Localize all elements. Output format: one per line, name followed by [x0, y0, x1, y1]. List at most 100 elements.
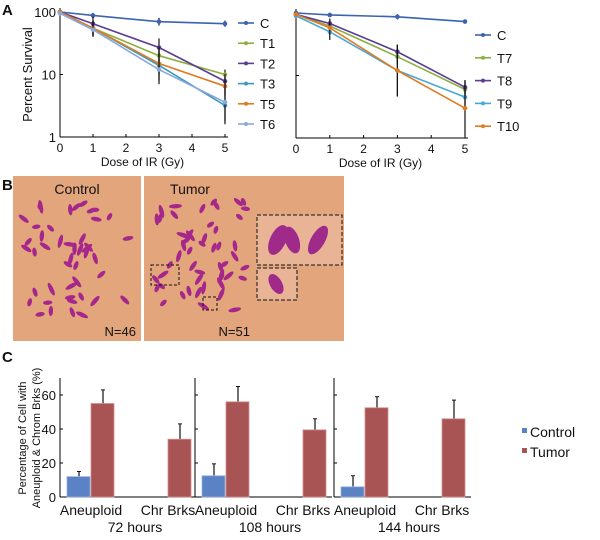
category-label: Chr Brks [415, 502, 469, 518]
chromosome [166, 261, 173, 269]
chromosome [154, 213, 160, 226]
chromosome [69, 307, 76, 318]
series-line-T2 [59, 11, 226, 82]
x-axis-label: Dose of IR (Gy) [339, 156, 422, 170]
chromosome [27, 298, 33, 307]
bar-control [340, 486, 365, 498]
data-point-C [327, 12, 333, 18]
bar-tumor [90, 403, 115, 498]
legend-swatch-tumor [522, 448, 527, 453]
data-point-T10 [462, 105, 468, 111]
legend-marker-T8 [481, 78, 485, 83]
chromosome [233, 198, 243, 207]
bar-tumor [441, 418, 466, 498]
chromosome [201, 281, 207, 295]
x-tick-label: 0 [293, 142, 300, 156]
legend-marker-T7 [481, 55, 485, 60]
legend-label-T6: T6 [260, 117, 275, 132]
series-line-T9 [295, 15, 466, 98]
chromosome [83, 245, 90, 259]
x-tick-label: 4 [189, 141, 196, 155]
chromosome [217, 277, 225, 290]
legend-label-control: Control [530, 424, 575, 440]
chromosome [120, 295, 130, 305]
chromosome [71, 203, 81, 211]
survival-chart-right: 0 1 2 3 4 5 Dose of IR (Gy) C T7 T8 T9 T10 [293, 9, 519, 170]
chromosome [189, 260, 197, 271]
data-point-C [395, 14, 400, 20]
chromosome [32, 247, 37, 257]
chromosome [63, 261, 73, 268]
chromosome [179, 290, 186, 300]
chromosome [43, 300, 53, 305]
chromosome [199, 203, 206, 214]
y-tick-label: 100 [34, 5, 56, 20]
series-line-T8 [295, 13, 466, 88]
series-line-T7 [295, 13, 466, 91]
series-line-C [59, 11, 226, 25]
chromosome [63, 242, 77, 247]
legend-label-T2: T2 [260, 56, 275, 71]
y-tick-label: 10 [42, 68, 56, 83]
group-label: 72 hours [108, 519, 162, 535]
chromosome [47, 282, 55, 296]
y-axis-label-line2: Aneuploid & Chrom Brks (%) [31, 368, 43, 509]
chromosome [197, 302, 209, 310]
bar-tumor [302, 429, 327, 498]
x-tick-label: 3 [156, 141, 163, 155]
chromosome [72, 276, 82, 288]
chromosome [39, 242, 51, 251]
chromosome [160, 299, 167, 307]
chromosome [47, 224, 55, 232]
chromosome [213, 201, 220, 210]
x-tick-label: 2 [123, 141, 130, 155]
chromosome [186, 246, 193, 255]
y-axis-label: Percentage of Cell with [17, 381, 29, 494]
tumor-chromosomes [152, 197, 251, 313]
x-tick-label: 5 [462, 142, 469, 156]
chromosome [206, 221, 215, 228]
legend-swatch-control [522, 428, 527, 433]
y-axis-label: Percent Survival [20, 27, 35, 122]
y-tick-label: 40 [42, 422, 56, 437]
y-tick-label: 0 [49, 490, 56, 505]
chromosome [78, 200, 88, 208]
bar-tumor [225, 401, 250, 498]
chromosome [180, 237, 191, 245]
legend-marker-T2 [244, 61, 248, 66]
chromosome [35, 312, 45, 317]
inset-marker-2 [202, 296, 218, 311]
chromosome [194, 273, 204, 285]
legend-label-T1: T1 [260, 36, 275, 51]
series-line-T5 [59, 11, 226, 87]
chromosome [97, 270, 106, 279]
chromosome [92, 252, 98, 265]
x-tick-label: 0 [57, 141, 64, 155]
aneuploidy-bar-chart: Percentage of Cell with Aneuploid & Chrom… [17, 368, 575, 535]
chromosome [57, 234, 64, 248]
chromosome [240, 264, 250, 271]
y-tick-label: 1 [49, 130, 56, 145]
chromosome [90, 216, 102, 222]
chromosome [211, 242, 217, 253]
legend-marker-C [481, 33, 485, 37]
legend-marker-T1 [244, 41, 248, 46]
chromosome [78, 292, 85, 301]
chromosome [21, 244, 32, 253]
chromosome [154, 284, 160, 293]
bar-control [201, 475, 226, 498]
chromosome [65, 282, 78, 290]
chromosome [76, 311, 89, 319]
chromosome [232, 240, 238, 252]
series-line-T10 [295, 13, 466, 109]
category-label: Aneuploid [195, 502, 257, 518]
legend-marker-T3 [244, 81, 248, 86]
panel-label-c: C [2, 349, 13, 366]
legend-label-C: C [260, 16, 269, 31]
data-point-T6 [57, 11, 63, 16]
x-tick-label: 3 [394, 142, 401, 156]
panel-label-b: B [2, 177, 13, 194]
chromosome [216, 241, 222, 251]
data-point-C [90, 13, 96, 18]
